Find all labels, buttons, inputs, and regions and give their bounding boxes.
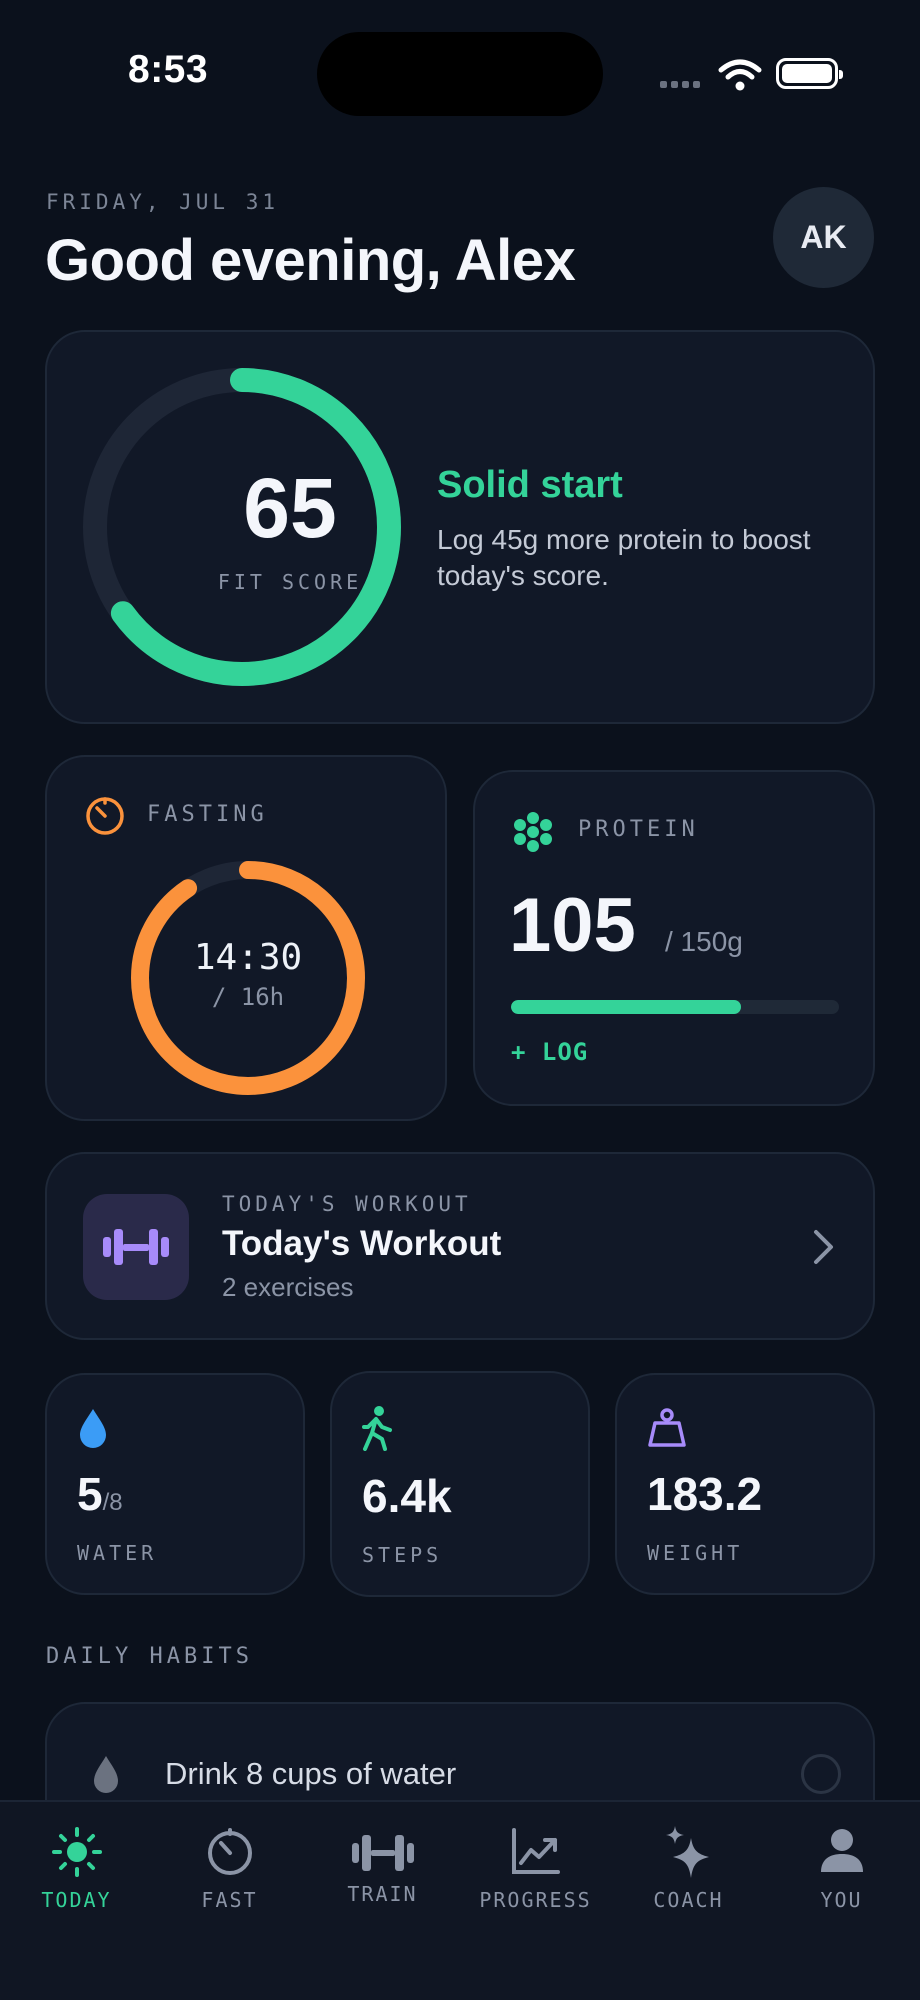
header-date: FRIDAY, JUL 31 <box>46 190 280 214</box>
protein-progress-fill <box>511 1000 741 1014</box>
tab-progress[interactable]: PROGRESS <box>459 1802 612 2000</box>
habit-text: Drink 8 cups of water <box>165 1756 457 1791</box>
timer-icon <box>207 1828 252 1875</box>
workout-icon-tile <box>83 1194 189 1300</box>
tab-coach-label: COACH <box>653 1888 724 1912</box>
water-drop-icon <box>94 1756 118 1793</box>
tab-coach[interactable]: COACH <box>612 1802 765 2000</box>
protein-progress-bar <box>511 1000 839 1014</box>
tab-train[interactable]: TRAIN <box>306 1802 459 2000</box>
sun-icon <box>51 1827 102 1877</box>
timer-icon <box>86 797 124 835</box>
tab-progress-label: PROGRESS <box>479 1888 592 1912</box>
habits-heading: DAILY HABITS <box>46 1644 253 1669</box>
protein-value: 105 <box>509 883 636 968</box>
wifi-icon <box>718 59 762 91</box>
weight-value: 183.2 <box>647 1468 763 1520</box>
water-card[interactable]: 5/8 WATER <box>45 1373 305 1595</box>
tab-you[interactable]: YOU <box>765 1802 918 2000</box>
water-label: WATER <box>77 1541 158 1565</box>
dynamic-island <box>317 32 603 116</box>
fit-score-card[interactable]: 65 FIT SCORE Solid start Log 45g more pr… <box>45 330 875 724</box>
water-drop-icon <box>80 1409 106 1448</box>
walking-icon <box>362 1406 392 1451</box>
page-title: Good evening, Alex <box>45 228 576 293</box>
workout-kicker: TODAY'S WORKOUT <box>222 1192 472 1216</box>
tab-fast-label: FAST <box>201 1888 258 1912</box>
habit-checkbox[interactable] <box>801 1754 841 1794</box>
signal-icon <box>660 81 700 88</box>
fit-score-value: 65 <box>243 461 337 555</box>
protein-label: PROTEIN <box>578 817 699 842</box>
protein-goal: / 150g <box>665 926 743 957</box>
workout-card[interactable]: TODAY'S WORKOUT Today's Workout 2 exerci… <box>45 1152 875 1340</box>
fit-score-ring <box>83 368 401 686</box>
dumbbell-icon <box>103 1229 169 1265</box>
fasting-target: / 16h <box>211 983 285 1011</box>
workout-title: Today's Workout <box>222 1224 502 1263</box>
steps-label: STEPS <box>362 1543 443 1567</box>
weight-card[interactable]: 183.2 WEIGHT <box>615 1373 875 1595</box>
steps-value: 6.4k <box>362 1470 452 1522</box>
weight-label: WEIGHT <box>647 1541 744 1565</box>
dumbbell-icon <box>351 1835 414 1871</box>
protein-icon <box>514 812 552 852</box>
protein-log-button[interactable]: + LOG <box>511 1038 589 1066</box>
fasting-ring <box>131 861 365 1095</box>
status-time: 8:53 <box>128 48 209 91</box>
water-value: 5/8 <box>77 1468 123 1520</box>
person-icon <box>820 1829 863 1872</box>
tab-fast[interactable]: FAST <box>153 1802 306 2000</box>
weight-icon <box>648 1408 686 1447</box>
tab-you-label: YOU <box>820 1888 863 1912</box>
fasting-elapsed: 14:30 <box>193 937 303 978</box>
fit-score-description: Log 45g more protein to boost today's sc… <box>437 524 811 591</box>
workout-subtitle: 2 exercises <box>222 1272 354 1302</box>
avatar[interactable]: AK <box>773 187 874 288</box>
chevron-right-icon <box>814 1230 833 1264</box>
battery-icon <box>776 58 843 89</box>
tab-today-label: TODAY <box>41 1888 112 1912</box>
steps-card[interactable]: 6.4k STEPS <box>330 1371 590 1597</box>
fasting-label: FASTING <box>147 802 268 827</box>
tab-bar: TODAY FAST TRAIN PROGRESS <box>0 1800 920 2000</box>
protein-card[interactable]: PROTEIN 105 / 150g + LOG <box>473 770 875 1106</box>
sparkle-icon <box>665 1826 709 1878</box>
chart-icon <box>511 1828 560 1874</box>
tab-today[interactable]: TODAY <box>0 1802 153 2000</box>
fasting-card[interactable]: FASTING 14:30 / 16h <box>45 755 447 1121</box>
fit-score-title: Solid start <box>437 464 623 506</box>
tab-train-label: TRAIN <box>347 1882 418 1906</box>
fit-score-label: FIT SCORE <box>217 570 363 594</box>
